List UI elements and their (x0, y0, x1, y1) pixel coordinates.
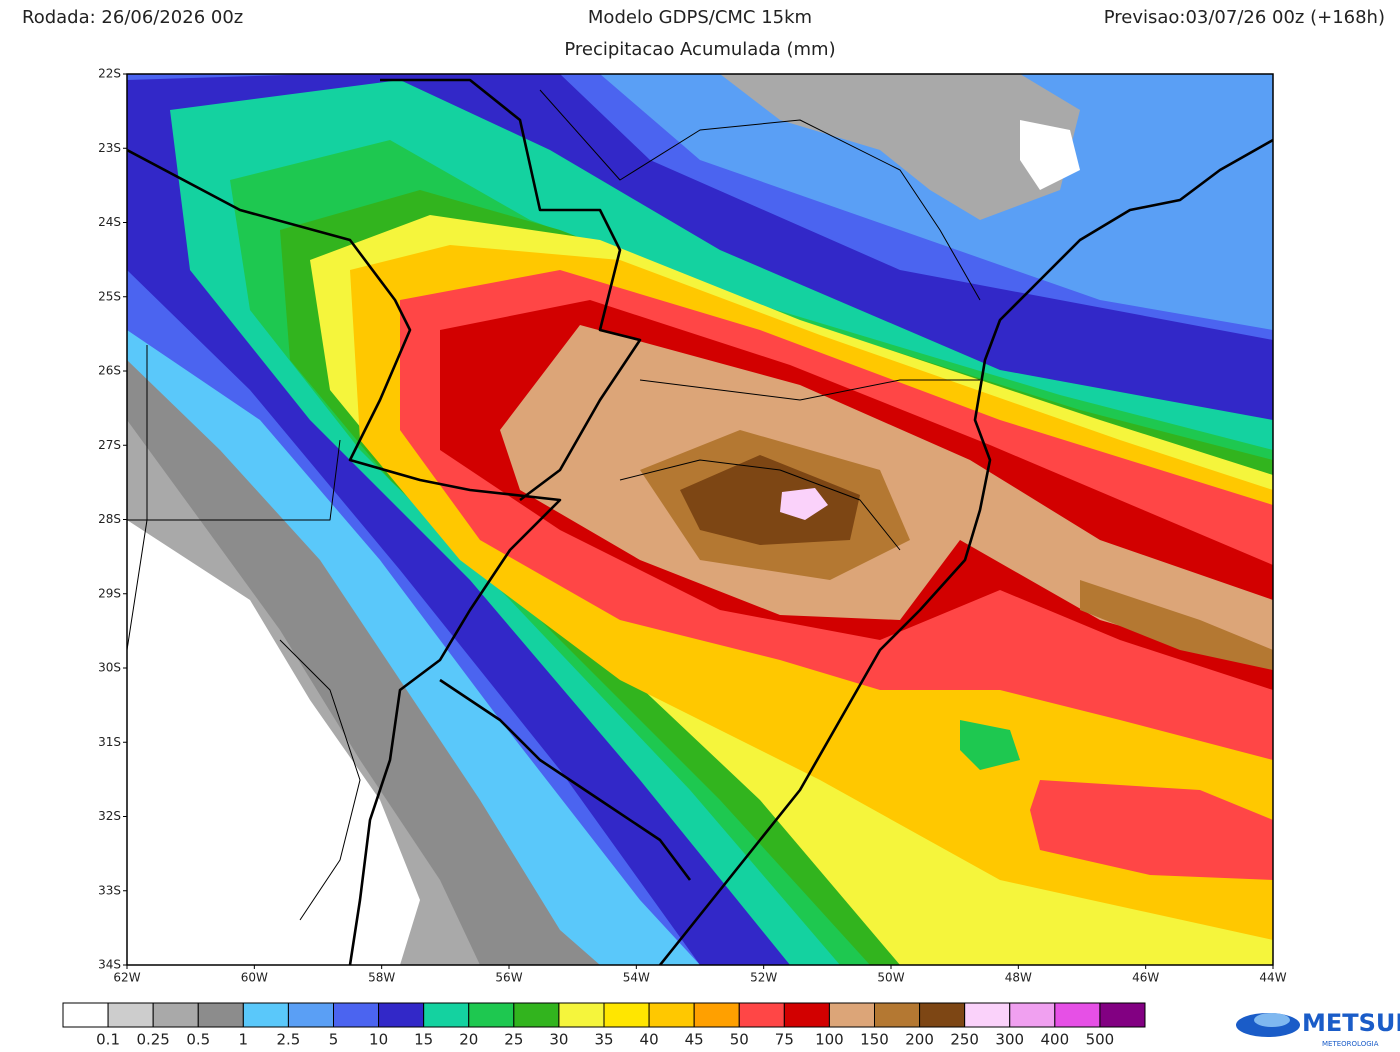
lon-label: 56W (495, 971, 522, 985)
coastline (658, 138, 1273, 965)
logo: METSUL METEOROLOGIA (1236, 1009, 1400, 1048)
colorbar-label: 150 (860, 1031, 889, 1049)
field-layer (127, 520, 420, 965)
colorbar-swatch (197, 1002, 244, 1028)
colorbar-label: 0.5 (186, 1031, 210, 1049)
colorbar-label: 45 (685, 1031, 704, 1049)
lat-label: 24S (98, 215, 121, 229)
country-border (380, 78, 642, 502)
colorbar-label: 300 (995, 1031, 1024, 1049)
lat-label: 34S (98, 958, 121, 972)
colorbar-swatch (874, 1002, 921, 1028)
lon-label: 48W (1005, 971, 1032, 985)
colorbar-swatch (513, 1002, 560, 1028)
colorbar-swatch (738, 1002, 785, 1028)
colorbar-swatch (693, 1002, 740, 1028)
province-border (127, 439, 341, 521)
colorbar-swatch (783, 1002, 830, 1028)
colorbar-swatch (107, 1002, 154, 1028)
colorbar-swatch (964, 1002, 1011, 1028)
logo-tagline: METEOROLOGIA (1322, 1040, 1379, 1048)
colorbar-label: 50 (730, 1031, 749, 1049)
model-label: Modelo GDPS/CMC 15km (588, 7, 812, 28)
field-layer (680, 455, 860, 545)
colorbar-label: 500 (1086, 1031, 1115, 1049)
colorbar-swatch (1054, 1002, 1101, 1028)
colorbar-label: 2.5 (276, 1031, 300, 1049)
colorbar-label: 100 (815, 1031, 844, 1049)
colorbar-label: 75 (775, 1031, 794, 1049)
colorbar-swatch (242, 1002, 289, 1028)
lat-label: 22S (98, 67, 121, 81)
lat-label: 32S (98, 809, 121, 823)
colorbar-swatch (828, 1002, 876, 1028)
colorbar-label: 250 (950, 1031, 979, 1049)
field-layer (1030, 780, 1273, 880)
colorbar-swatch (919, 1002, 966, 1028)
lon-label: 54W (623, 971, 650, 985)
colorbar-swatch (1099, 1002, 1146, 1028)
lon-label: 60W (241, 971, 268, 985)
colorbar-label: 40 (640, 1031, 659, 1049)
field-layer (1080, 580, 1273, 670)
lon-label: 52W (750, 971, 777, 985)
country-border (439, 678, 692, 881)
lat-label: 33S (98, 883, 121, 897)
colorbar-label: 30 (549, 1031, 568, 1049)
lon-label: 58W (368, 971, 395, 985)
lon-label: 50W (877, 971, 904, 985)
lat-label: 26S (98, 364, 121, 378)
logo-name: METSUL (1302, 1009, 1400, 1037)
colorbar-swatch (333, 1002, 380, 1028)
precipitation-field (127, 74, 1273, 965)
colorbar-swatch (287, 1002, 334, 1028)
colorbar-label: 35 (594, 1031, 613, 1049)
logo-globe-highlight (1254, 1013, 1290, 1027)
run-label: Rodada: 26/06/2026 00z (22, 7, 243, 28)
lat-label: 28S (98, 512, 121, 526)
colorbar-swatch (423, 1002, 470, 1028)
lat-label: 30S (98, 661, 121, 675)
lat-label: 27S (98, 438, 121, 452)
colorbar-label: 25 (504, 1031, 523, 1049)
field-layer (780, 488, 828, 520)
colorbar-swatch (558, 1002, 605, 1028)
lon-label: 44W (1259, 971, 1286, 985)
lat-label: 25S (98, 289, 121, 303)
colorbar-swatch (603, 1002, 650, 1028)
lon-label: 62W (113, 971, 140, 985)
colorbar-label: 5 (329, 1031, 339, 1049)
state-border (639, 379, 980, 401)
colorbar-swatch (62, 1002, 109, 1028)
province-border (127, 345, 148, 651)
field-layer (600, 74, 1273, 330)
colorbar-swatch (468, 1002, 515, 1028)
forecast-label: Previsao:03/07/26 00z (+168h) (1104, 7, 1385, 28)
colorbar-swatch (648, 1002, 695, 1028)
colorbar-label: 0.25 (136, 1031, 169, 1049)
colorbar-swatch (378, 1002, 425, 1028)
colorbar-label: 400 (1041, 1031, 1070, 1049)
lon-label: 46W (1132, 971, 1159, 985)
lat-label: 31S (98, 735, 121, 749)
province-border (279, 639, 361, 921)
lat-label: 23S (98, 141, 121, 155)
state-border (619, 459, 901, 551)
colorbar-label: 0.1 (96, 1031, 120, 1049)
colorbar-label: 15 (414, 1031, 433, 1049)
colorbar-swatch (152, 1002, 199, 1028)
subtitle: Precipitacao Acumulada (mm) (564, 39, 835, 60)
field-layer (1020, 120, 1080, 190)
colorbar-swatch (1009, 1002, 1056, 1028)
colorbar-label: 20 (459, 1031, 478, 1049)
colorbar-label: 1 (239, 1031, 249, 1049)
state-border (539, 89, 981, 301)
colorbar-label: 10 (369, 1031, 388, 1049)
field-layer (720, 74, 1080, 220)
lat-label: 29S (98, 586, 121, 600)
colorbar-label: 200 (905, 1031, 934, 1049)
field-layer (960, 720, 1020, 770)
country-border (127, 148, 562, 965)
